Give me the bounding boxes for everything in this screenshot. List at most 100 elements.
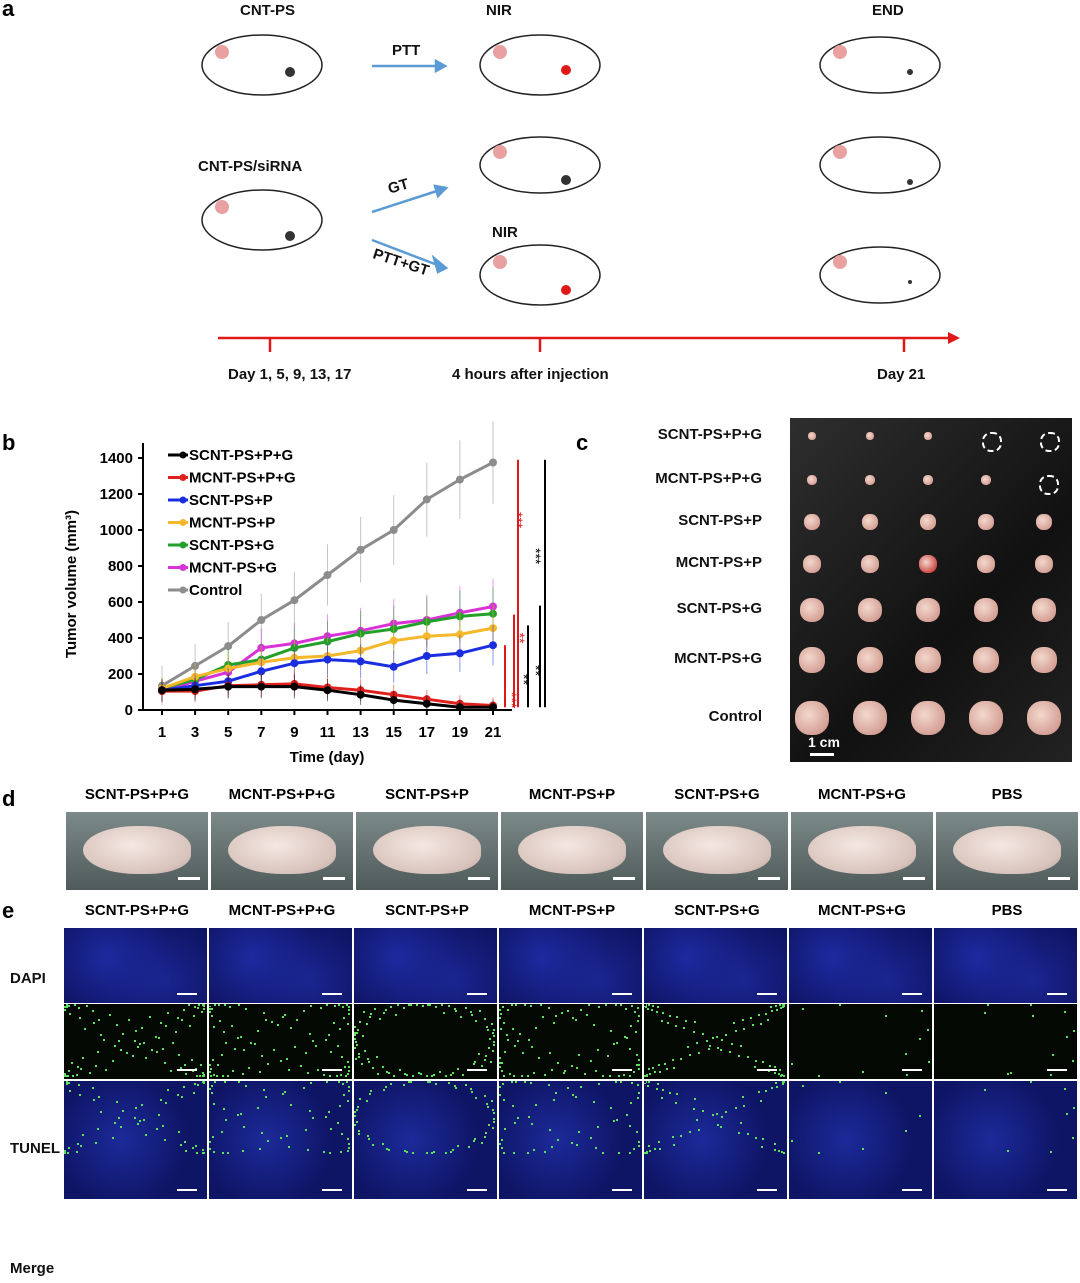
tumor — [911, 701, 945, 735]
tumor — [915, 647, 941, 673]
tumor — [795, 701, 829, 735]
panel-b-label: b — [2, 430, 16, 455]
group-label: MCNT-PS+G — [818, 902, 906, 919]
tumor — [969, 701, 1003, 735]
mouse-icon — [819, 246, 941, 304]
group-label: PBS — [991, 786, 1023, 803]
group-label: MCNT-PS+P — [528, 786, 616, 803]
scale-bar — [177, 1069, 197, 1071]
significance-stars: *** — [510, 512, 526, 529]
dapi-image — [934, 928, 1077, 1003]
tumor — [1032, 598, 1056, 622]
group-cnt-ps-sirna: CNT-PS/siRNA — [198, 158, 303, 175]
y-tick-label: 1400 — [100, 450, 133, 467]
mouse-photo — [356, 812, 498, 890]
legend-label: SCNT-PS+P — [189, 492, 273, 509]
data-point — [422, 632, 431, 641]
tumor — [858, 598, 882, 622]
x-tick-label: 3 — [191, 724, 199, 741]
scale-bar — [467, 1189, 487, 1191]
tumor — [804, 514, 820, 530]
x-tick-label: 11 — [320, 724, 336, 741]
mouse-photo — [211, 812, 353, 890]
merge-image — [934, 1081, 1077, 1199]
scale-bar — [467, 993, 487, 995]
tumor — [977, 555, 995, 573]
tunel-image — [644, 1004, 787, 1079]
tunel-image — [64, 1004, 207, 1079]
mouse-icon — [819, 36, 941, 94]
tunel-image — [934, 1004, 1077, 1079]
y-axis-label: Tumor volume (mm³) — [63, 510, 80, 658]
legend-marker — [179, 474, 187, 481]
panel-e-label: e — [2, 898, 15, 923]
scale-bar — [177, 1189, 197, 1191]
tumor — [857, 647, 883, 673]
stain-label: DAPI — [10, 970, 46, 987]
legend-label: SCNT-PS+P+G — [189, 447, 293, 464]
scale-bar — [322, 993, 342, 995]
tunel-image — [789, 1004, 932, 1079]
stain-label: TUNEL — [10, 1140, 60, 1157]
scale-bar — [612, 993, 632, 995]
group-label: SCNT-PS+P+G — [84, 902, 190, 919]
data-point — [389, 636, 398, 645]
arrow-ptt-gt — [371, 238, 441, 268]
mouse-photo — [501, 812, 643, 890]
x-tick-label: 9 — [290, 724, 298, 741]
data-point — [224, 642, 233, 651]
mouse-icon — [479, 136, 601, 194]
data-point — [422, 699, 431, 708]
tumor-row-label: SCNT-PS+P+G — [657, 426, 762, 443]
data-point — [356, 545, 365, 554]
data-point — [191, 685, 200, 694]
legend-label: MCNT-PS+G — [189, 560, 277, 577]
legend-label: SCNT-PS+G — [189, 537, 274, 554]
tumor — [919, 555, 937, 573]
timeline-label-1: Day 1, 5, 9, 13, 17 — [228, 366, 352, 383]
end-label: END — [872, 2, 904, 19]
merge-image — [644, 1081, 787, 1199]
tumor-row-label: MCNT-PS+G — [674, 650, 762, 667]
data-point — [389, 526, 398, 534]
y-tick-label: 1200 — [100, 486, 133, 503]
tumor — [807, 475, 817, 485]
y-tick-label: 200 — [108, 666, 133, 683]
scale-bar — [613, 877, 635, 880]
x-tick-label: 5 — [224, 724, 232, 741]
tumor-row-label: SCNT-PS+G — [676, 600, 762, 617]
stain-label: Merge — [10, 1260, 55, 1277]
tumor — [800, 598, 824, 622]
scale-bar — [1047, 1189, 1067, 1191]
tumor — [1027, 701, 1061, 735]
merge-image — [209, 1081, 352, 1199]
scale-bar — [810, 753, 834, 756]
dapi-image — [354, 928, 497, 1003]
x-tick-label: 1 — [158, 724, 166, 741]
tumor-row-label: Control — [708, 708, 762, 725]
tumor — [923, 475, 933, 485]
data-point — [323, 686, 332, 695]
group-label: MCNT-PS+P+G — [228, 902, 336, 919]
x-axis-label: Time (day) — [290, 749, 365, 766]
mouse-icon — [479, 244, 601, 306]
y-tick-label: 400 — [108, 630, 133, 647]
data-point — [257, 616, 266, 624]
tumor — [924, 432, 932, 440]
scale-bar — [758, 877, 780, 880]
data-point — [422, 652, 431, 660]
mouse-icon — [479, 34, 601, 96]
scale-bar — [902, 1069, 922, 1071]
mouse-photo — [66, 812, 208, 890]
legend-marker — [179, 519, 187, 526]
tumor — [973, 647, 999, 673]
dapi-image — [499, 928, 642, 1003]
data-point — [290, 682, 299, 691]
group-label: SCNT-PS+G — [674, 902, 760, 919]
x-tick-label: 19 — [452, 724, 469, 741]
tumor — [853, 701, 887, 735]
mouse-photo — [791, 812, 933, 890]
tumor — [978, 514, 994, 530]
scale-bar — [1047, 993, 1067, 995]
